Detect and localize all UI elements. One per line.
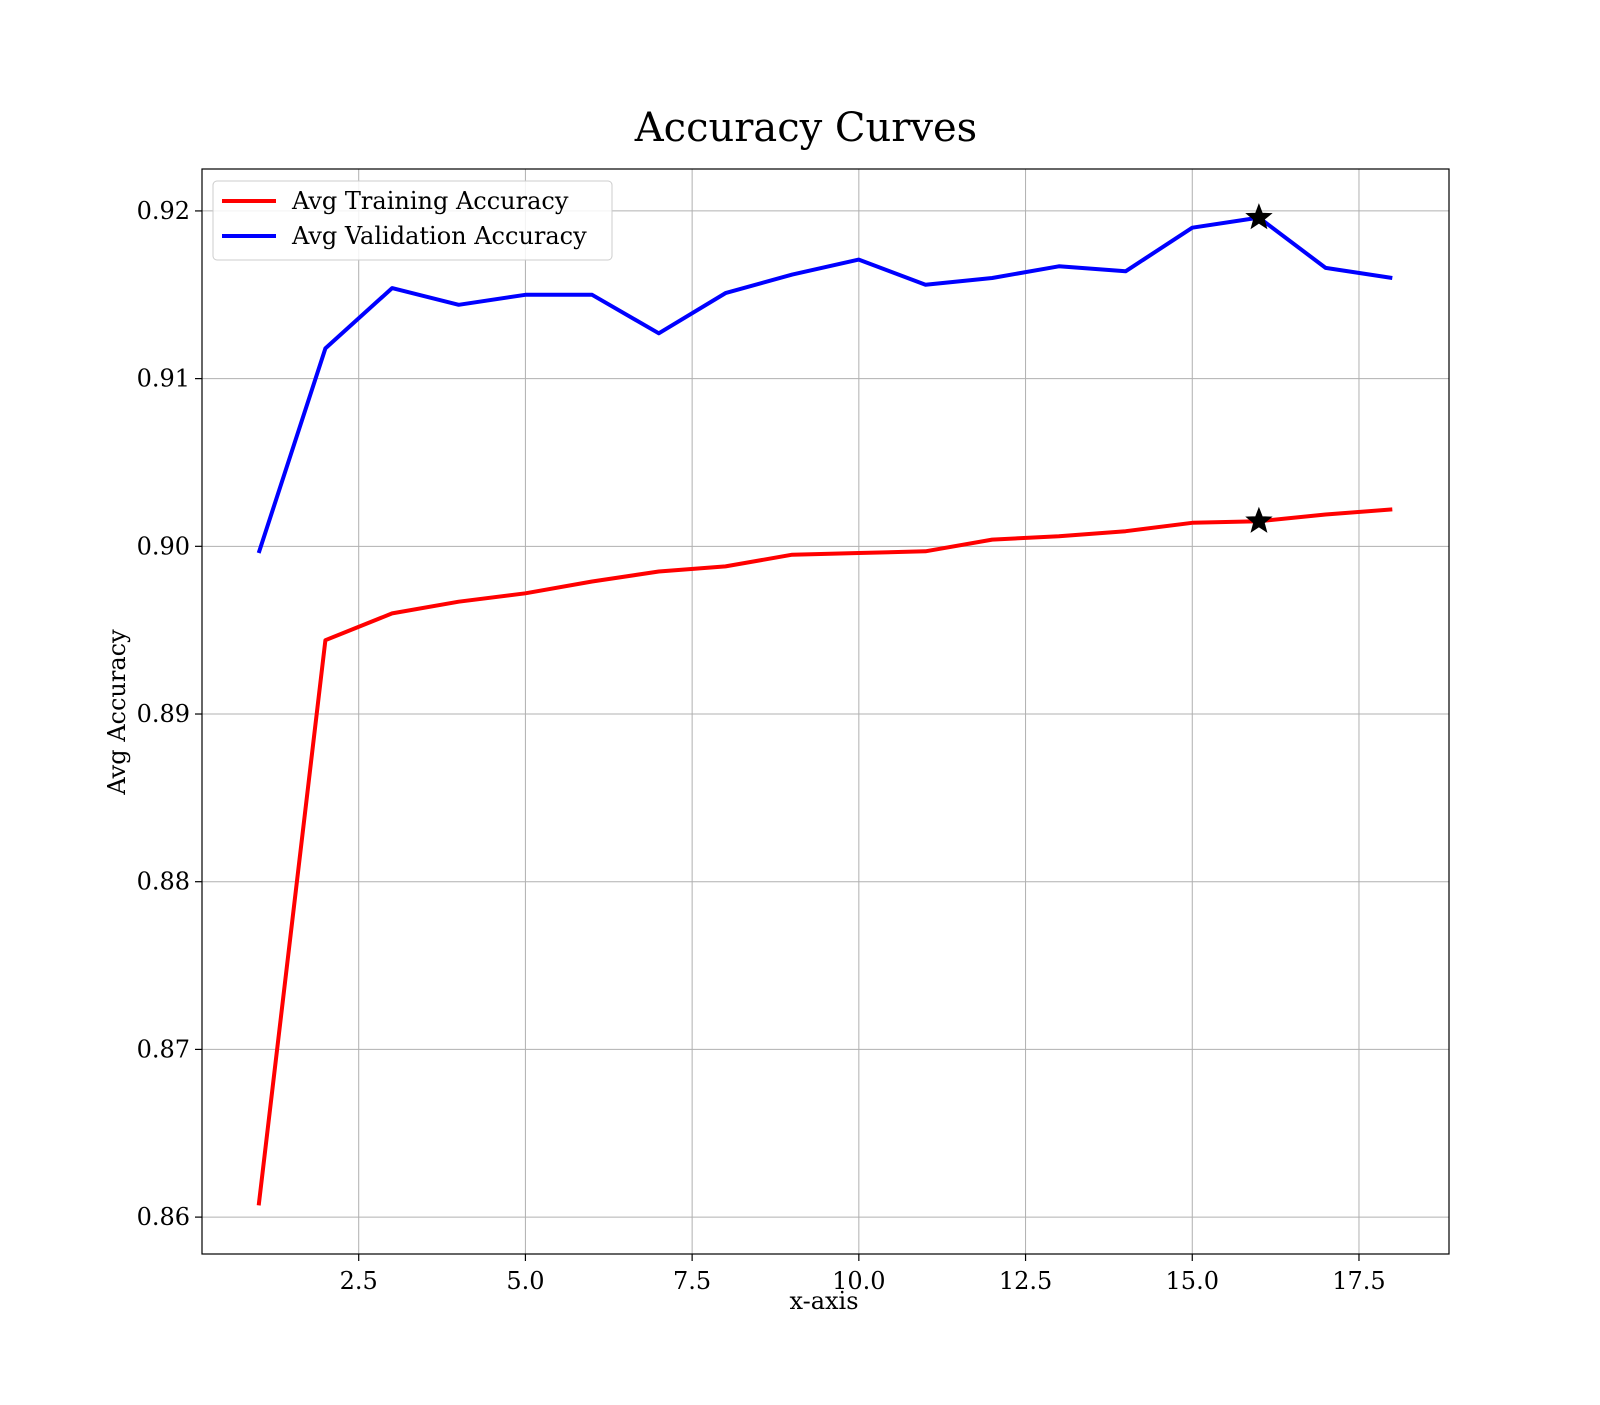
x-tick-label: 15.0 — [1166, 1267, 1219, 1295]
star-marker — [1245, 506, 1273, 533]
series-lines — [256, 215, 1393, 1206]
legend-label: Avg Training Accuracy — [291, 187, 569, 215]
y-tick-label: 0.88 — [137, 868, 190, 896]
x-tick-label: 17.5 — [1332, 1267, 1385, 1295]
chart-title: Accuracy Curves — [634, 105, 977, 151]
y-tick-label: 0.89 — [137, 700, 190, 728]
x-tick-label: 7.5 — [673, 1267, 711, 1295]
x-tick-label: 2.5 — [340, 1267, 378, 1295]
x-axis-label: x-axis — [789, 1287, 858, 1315]
grid — [202, 169, 1449, 1254]
x-tick-label: 5.0 — [506, 1267, 544, 1295]
y-tick-label: 0.87 — [137, 1035, 190, 1063]
legend-box — [212, 180, 613, 261]
series-line-training — [256, 507, 1393, 1206]
y-tick-label: 0.91 — [137, 365, 190, 393]
legend: Avg Training Accuracy Avg Validation Accu… — [212, 180, 613, 261]
y-tick-label: 0.90 — [137, 532, 190, 560]
star-markers — [1245, 203, 1273, 533]
x-tick-label: 10.0 — [832, 1267, 885, 1295]
x-tick-label: 12.5 — [999, 1267, 1052, 1295]
y-axis-label: Avg Accuracy — [103, 629, 131, 796]
plot-frame — [201, 168, 1450, 1255]
legend-label: Avg Validation Accuracy — [291, 222, 587, 250]
axis-ticks: 2.5 5.0 7.5 10.0 12.5 15.0 17.5 0.86 0.87 0.88 0.8… — [137, 197, 1386, 1295]
y-tick-label: 0.92 — [137, 197, 190, 225]
series-line-validation — [256, 215, 1393, 554]
star-marker — [1245, 203, 1273, 230]
y-tick-label: 0.86 — [137, 1203, 190, 1231]
